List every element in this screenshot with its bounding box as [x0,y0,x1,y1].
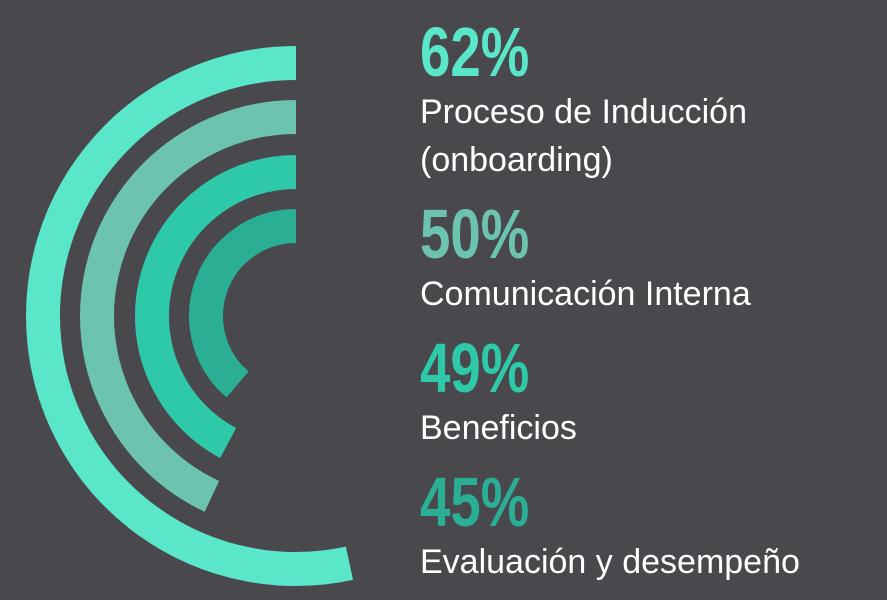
ring [189,209,297,398]
category-label: Beneficios [420,409,577,447]
stat-block: 62% Proceso de Inducción (onboarding) [420,16,887,184]
category-label: Comunicación Interna [420,275,751,313]
labels: 62% Proceso de Inducción (onboarding) 50% C… [420,16,887,600]
ring [135,155,297,459]
value-label: 50% [420,195,530,273]
stat-block: 49% Beneficios [420,332,887,452]
ring [80,100,297,512]
ring [26,46,354,586]
stat-block: 45% Evaluación y desempeño [420,466,887,586]
rings [26,46,354,586]
value-label: 62% [420,13,530,91]
value-label: 49% [420,329,530,407]
stat-block: 50% Comunicación Interna [420,198,887,318]
category-label: Proceso de Inducción (onboarding) [420,93,747,179]
value-label: 45% [420,463,530,541]
category-label: Evaluación y desempeño [420,543,800,581]
